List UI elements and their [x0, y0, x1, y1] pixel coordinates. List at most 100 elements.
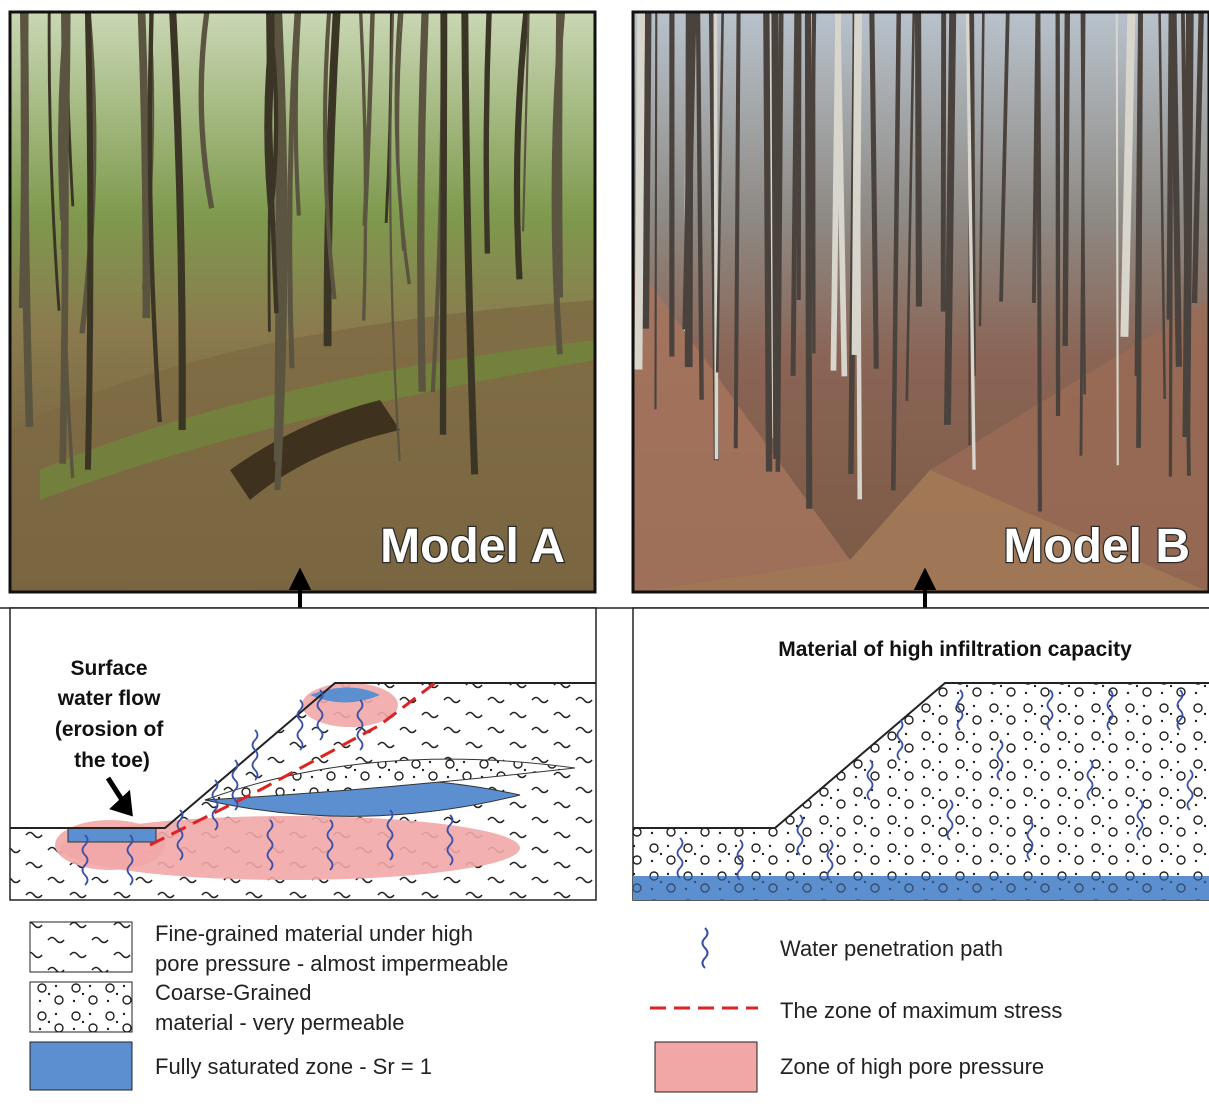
- tree-trunk: [1136, 11, 1143, 448]
- water-path: [796, 814, 804, 856]
- tree-trunk: [1080, 11, 1086, 395]
- tree-trunk: [274, 11, 288, 491]
- water-path: [1106, 689, 1114, 731]
- water-path: [176, 809, 184, 861]
- water-path: [826, 839, 834, 881]
- photo-valley-floor: [633, 470, 1209, 592]
- tree-trunk: [715, 11, 724, 373]
- water-path: [266, 819, 274, 871]
- water-paths: [81, 689, 454, 886]
- photo-model-a: [10, 12, 595, 592]
- water-paths: [676, 689, 1194, 881]
- legend-label: pore pressure - almost impermeable: [155, 951, 508, 976]
- tree-trunk: [940, 11, 947, 312]
- water-path: [81, 834, 89, 886]
- legend-label: The zone of maximum stress: [780, 998, 1062, 1023]
- photo-frame: [631, 10, 1209, 594]
- tree-trunk: [323, 11, 341, 347]
- water-path: [1176, 689, 1184, 731]
- tree-trunk: [1036, 11, 1042, 512]
- tree-trunk: [362, 11, 375, 227]
- water-path: [316, 689, 324, 741]
- legend-label: Fine-grained material under high: [155, 921, 473, 946]
- tree-trunk: [273, 11, 283, 462]
- tree-trunk: [763, 11, 773, 472]
- legend-label: Coarse-Grained: [155, 980, 312, 1005]
- tree-trunk: [654, 11, 658, 410]
- coarse-lens: [204, 758, 576, 801]
- tree-trunk: [198, 11, 215, 209]
- water-path: [251, 729, 259, 781]
- tree-trunk: [914, 11, 923, 307]
- tree-trunk: [58, 11, 70, 221]
- water-path: [231, 759, 239, 811]
- water-path: [356, 699, 364, 751]
- tree-trunk: [483, 11, 492, 254]
- legend-label: Water penetration path: [780, 936, 1003, 961]
- tree-trunk: [1120, 11, 1136, 337]
- legend-swatch-pore-pressure: [654, 1041, 758, 1093]
- tree-trunk: [634, 11, 645, 370]
- tree-trunk: [293, 11, 302, 216]
- water-path: [1046, 689, 1054, 731]
- annotation-line: Surface: [71, 657, 148, 680]
- max-stress-line: [149, 681, 436, 847]
- annotation-line: water flow: [57, 687, 161, 710]
- water-path: [1086, 759, 1094, 801]
- tree-trunk: [287, 11, 300, 369]
- tree-trunk: [695, 11, 704, 400]
- tree-trunk: [169, 11, 186, 431]
- annotation-arrow: [105, 776, 133, 817]
- tree-trunk: [266, 11, 279, 314]
- tree-trunk: [682, 11, 697, 330]
- tree-trunk: [834, 11, 848, 377]
- annotation-line: the toe): [74, 749, 150, 772]
- legend-label: Fully saturated zone - Sr = 1: [155, 1054, 432, 1079]
- legend-label: Zone of high pore pressure: [780, 1054, 1044, 1079]
- water-path: [1186, 769, 1194, 811]
- tree-trunk: [1170, 11, 1182, 367]
- water-path: [956, 689, 964, 731]
- tree-trunk: [551, 11, 566, 355]
- water-path: [326, 819, 334, 871]
- legend-swatch-water-path: [701, 927, 709, 969]
- tree-trunk: [84, 11, 94, 470]
- diagram-a: Surface water flow (erosion of the toe): [9, 607, 597, 901]
- photo-label: Model B: [1003, 520, 1190, 573]
- tree-trunk: [965, 11, 976, 470]
- tree-trunk: [137, 11, 151, 319]
- tree-trunk: [521, 11, 530, 232]
- tree-trunk: [461, 11, 479, 475]
- photo-model-b: [633, 12, 1209, 592]
- photo-grass: [40, 340, 595, 500]
- tree-trunk: [1062, 11, 1070, 346]
- tree-trunk: [1191, 11, 1204, 304]
- tree-trunk: [322, 11, 337, 300]
- water-path: [866, 759, 874, 801]
- photo-label: Model A: [380, 520, 565, 573]
- tree-trunk: [804, 11, 813, 509]
- tree-trunk: [943, 11, 957, 425]
- tree-trunk: [1158, 11, 1166, 399]
- tree-trunk: [266, 11, 279, 223]
- water-path: [211, 779, 219, 831]
- tree-trunk: [771, 11, 781, 459]
- tree-trunk: [389, 11, 401, 461]
- saturated-zone: [310, 687, 380, 703]
- tree-trunk: [1115, 11, 1119, 466]
- tree-trunk: [439, 11, 448, 435]
- tree-trunk: [999, 11, 1010, 302]
- tree-trunk: [60, 11, 71, 250]
- diagram-b: Material of high infiltration capacity: [632, 607, 1209, 901]
- legend-swatch-saturated: [29, 1041, 133, 1091]
- tree-trunk: [642, 11, 652, 329]
- tree-trunk: [978, 11, 985, 327]
- annotation-line: (erosion of: [55, 718, 165, 741]
- water-path: [296, 699, 304, 751]
- water-path: [946, 799, 954, 841]
- tree-trunk: [790, 11, 800, 376]
- photo-frame: [8, 10, 597, 594]
- tree-trunk: [1166, 11, 1172, 320]
- water-path: [676, 837, 684, 879]
- tree-trunk: [20, 11, 34, 428]
